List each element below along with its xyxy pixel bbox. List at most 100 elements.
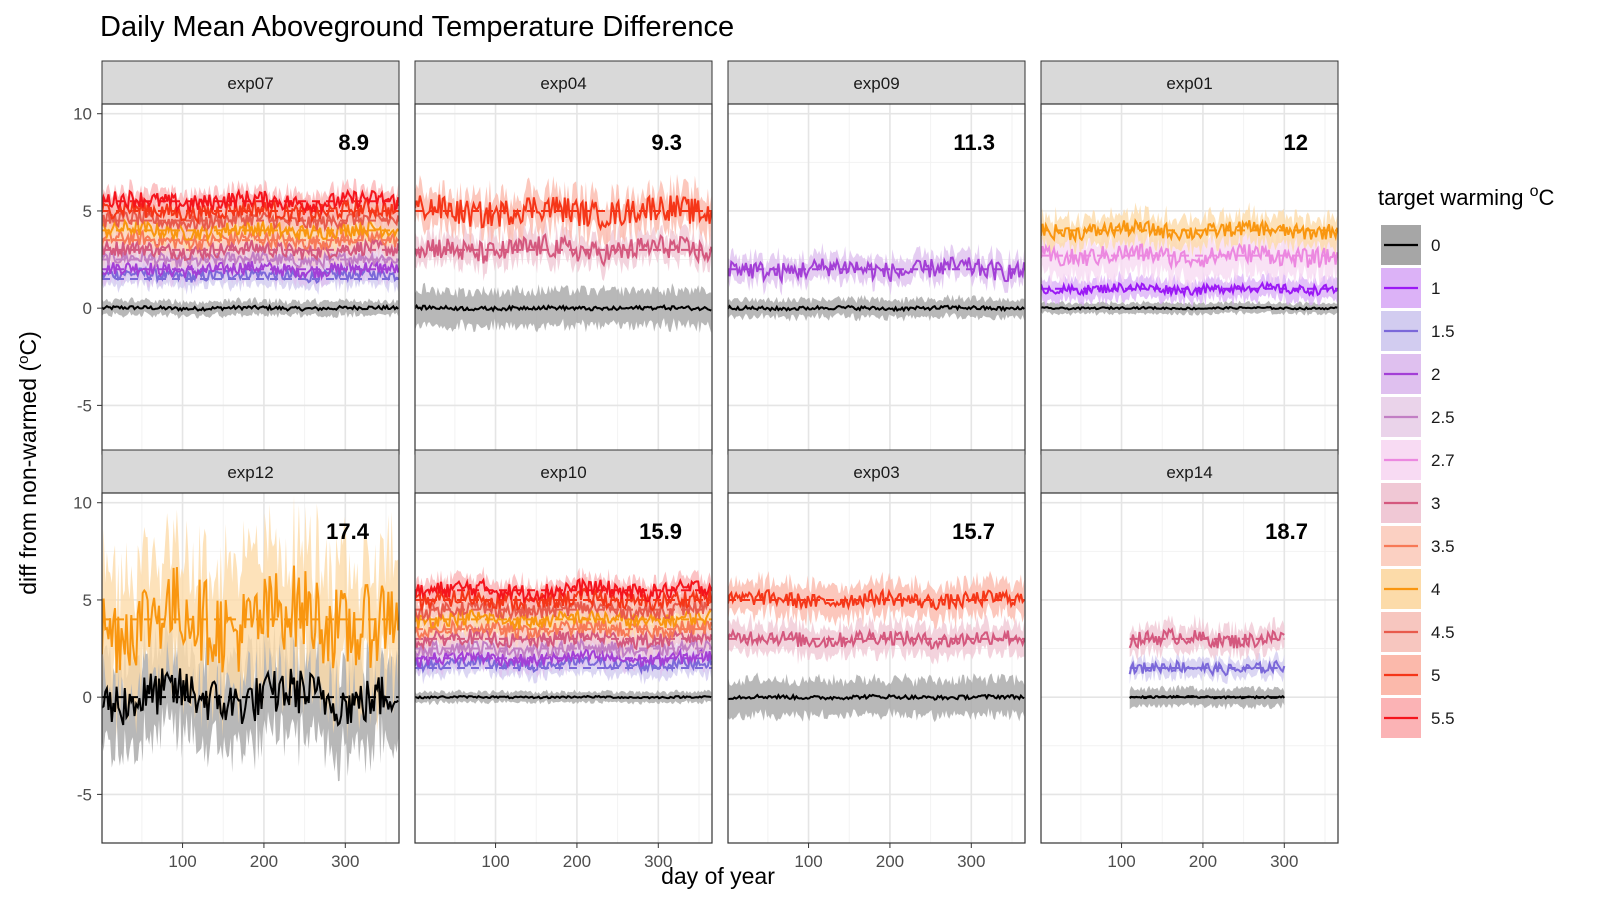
legend-label: 5.5 bbox=[1431, 709, 1455, 728]
y-axis-title-main: diff from non-warmed ( bbox=[15, 364, 41, 595]
y-tick-label: -5 bbox=[77, 396, 92, 415]
series-line-4 bbox=[1041, 217, 1338, 244]
legend-label: 3.5 bbox=[1431, 537, 1455, 556]
series-line-4 bbox=[102, 565, 399, 673]
facet-exp03: exp03 15.7 100 200 300 bbox=[727, 449, 1026, 871]
series-line-3 bbox=[102, 236, 399, 262]
series-line-4 bbox=[102, 218, 399, 243]
y-axis-title-degree: o bbox=[15, 356, 32, 364]
band-4 bbox=[1041, 202, 1338, 257]
series-line-2.5 bbox=[415, 637, 712, 660]
facet-exp09: exp09 11.3 bbox=[727, 60, 1026, 455]
facet-annotation: 17.4 bbox=[326, 519, 370, 544]
series-line-3 bbox=[728, 627, 1025, 651]
facet-strip-label: exp04 bbox=[540, 74, 586, 93]
panel-data bbox=[728, 242, 1025, 322]
series-line-3 bbox=[1128, 627, 1285, 650]
legend-entry-5.5: 5.5 bbox=[1381, 698, 1455, 738]
legend-label: 1 bbox=[1431, 279, 1440, 298]
facet-strip-label: exp14 bbox=[1166, 463, 1212, 482]
y-tick-label: 0 bbox=[83, 299, 92, 318]
legend-entry-4: 4 bbox=[1381, 569, 1440, 609]
series-line-0 bbox=[1041, 305, 1338, 311]
facet-strip-label: exp10 bbox=[540, 463, 586, 482]
series-line-3 bbox=[415, 625, 712, 652]
series-line-0 bbox=[728, 693, 1025, 702]
y-tick-label: -5 bbox=[77, 785, 92, 804]
facet-annotation: 8.9 bbox=[338, 130, 369, 155]
facet-annotation: 12 bbox=[1284, 130, 1308, 155]
facet-annotation: 9.3 bbox=[651, 130, 682, 155]
y-tick-label: 10 bbox=[73, 494, 92, 513]
legend-entry-0: 0 bbox=[1381, 225, 1440, 265]
facet-exp07: exp07 8.9 -5 0 5 10 bbox=[73, 60, 400, 455]
panel-border bbox=[414, 492, 713, 844]
x-axis-title: day of year bbox=[661, 863, 775, 889]
x-tick-label: 100 bbox=[481, 852, 509, 871]
legend-label: 4 bbox=[1431, 580, 1440, 599]
legend-entry-2: 2 bbox=[1381, 354, 1440, 394]
panel-data bbox=[1128, 614, 1286, 710]
facet-strip-label: exp07 bbox=[227, 74, 273, 93]
series-line-2 bbox=[728, 256, 1025, 286]
legend-entry-5: 5 bbox=[1381, 655, 1440, 695]
facet-strip bbox=[101, 60, 400, 105]
x-tick-label: 200 bbox=[250, 852, 278, 871]
panel-data bbox=[728, 570, 1025, 723]
series-line-1 bbox=[1041, 280, 1338, 299]
facet-strip-label: exp12 bbox=[227, 463, 273, 482]
band-3.5 bbox=[102, 217, 399, 263]
legend-entry-1.5: 1.5 bbox=[1381, 311, 1455, 351]
panel-background bbox=[415, 104, 712, 454]
x-tick-label: 200 bbox=[563, 852, 591, 871]
facet-exp01: exp01 12 bbox=[1040, 60, 1339, 455]
series-line-1.5 bbox=[102, 265, 399, 285]
facet-strip-label: exp01 bbox=[1166, 74, 1212, 93]
legend-label: 1.5 bbox=[1431, 322, 1455, 341]
legend-label: 0 bbox=[1431, 236, 1440, 255]
legend-entry-2.5: 2.5 bbox=[1381, 397, 1455, 437]
facet-exp12: exp12 17.4 -5 0 5 10 100 200 300 bbox=[73, 449, 400, 871]
y-tick-label: 5 bbox=[83, 591, 92, 610]
band-3 bbox=[728, 612, 1025, 665]
facet-exp14: exp14 18.7 100 200 300 bbox=[1040, 449, 1339, 871]
series-line-2 bbox=[415, 647, 712, 669]
panel-border bbox=[727, 492, 1026, 844]
panel-data bbox=[102, 178, 399, 319]
legend-title-main: target warming bbox=[1378, 185, 1530, 210]
series-line-5.5 bbox=[102, 188, 399, 216]
series-line-3 bbox=[415, 233, 712, 268]
facet-strip bbox=[1040, 60, 1339, 105]
series-line-5 bbox=[415, 194, 712, 232]
series-line-0 bbox=[102, 303, 399, 312]
facet-exp04: exp04 9.3 bbox=[414, 60, 713, 455]
legend: target warming oC 0 1 1.5 2 2.5 2.7 3 3.5 4 4.5 5 5… bbox=[1378, 183, 1555, 738]
x-tick-label: 300 bbox=[1270, 852, 1298, 871]
series-line-1.5 bbox=[1128, 659, 1286, 678]
legend-label: 2.7 bbox=[1431, 451, 1455, 470]
legend-label: 5 bbox=[1431, 666, 1440, 685]
x-tick-label: 100 bbox=[168, 852, 196, 871]
facet-strip bbox=[1040, 449, 1339, 494]
x-tick-label: 100 bbox=[1107, 852, 1135, 871]
series-line-2.7 bbox=[1041, 242, 1338, 271]
legend-label: 4.5 bbox=[1431, 623, 1455, 642]
x-tick-label: 100 bbox=[794, 852, 822, 871]
x-tick-label: 300 bbox=[644, 852, 672, 871]
legend-label: 3 bbox=[1431, 494, 1440, 513]
legend-title: target warming oC bbox=[1378, 183, 1555, 210]
y-tick-label: 0 bbox=[83, 688, 92, 707]
series-line-0 bbox=[102, 668, 399, 727]
band-0 bbox=[728, 672, 1025, 723]
x-tick-label: 200 bbox=[1189, 852, 1217, 871]
x-tick-label: 300 bbox=[957, 852, 985, 871]
x-tick-label: 300 bbox=[331, 852, 359, 871]
facet-annotation: 15.9 bbox=[639, 519, 682, 544]
y-tick-label: 10 bbox=[73, 105, 92, 124]
y-tick-label: 5 bbox=[83, 202, 92, 221]
legend-entries: 0 1 1.5 2 2.5 2.7 3 3.5 4 4.5 5 5.5 bbox=[1381, 225, 1455, 738]
series-line-5 bbox=[415, 585, 712, 613]
y-axis-title-unit: C) bbox=[15, 331, 41, 355]
